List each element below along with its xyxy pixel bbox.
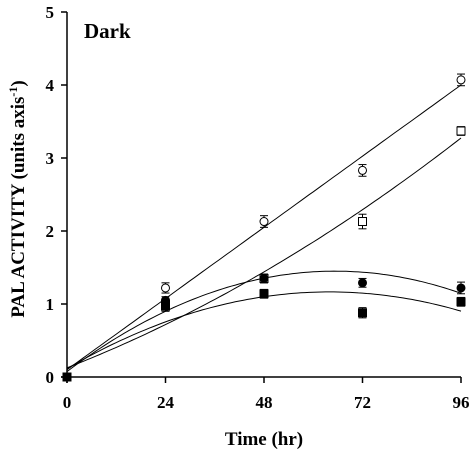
y-axis-title: PAL ACTIVITY (units axis-1) — [6, 80, 29, 318]
data-point-open-square — [456, 126, 466, 136]
y-tick-label: 2 — [46, 222, 55, 241]
x-tick-label: 96 — [453, 393, 470, 412]
data-point-open-circle — [456, 75, 466, 85]
y-tick-label: 5 — [46, 3, 55, 22]
data-point-filled-circle — [259, 273, 269, 283]
data-point-filled-circle — [358, 278, 367, 288]
x-axis-title: Time (hr) — [225, 429, 303, 450]
y-tick-label: 3 — [46, 149, 55, 168]
axes — [61, 11, 462, 383]
tick-labels: 0 1 2 3 4 5 0 24 48 72 96 — [46, 3, 470, 412]
x-tick-label: 0 — [63, 393, 72, 412]
x-tick-label: 72 — [354, 393, 371, 412]
y-axis-title-close: ) — [8, 80, 29, 86]
fit-line-filled-circle — [66, 270, 462, 372]
y-axis-title-main: PAL ACTIVITY (units axis — [8, 97, 29, 318]
data-point-open-circle — [358, 165, 367, 175]
data-point-filled-square — [456, 297, 466, 307]
data-point-open-circle — [161, 283, 170, 293]
y-tick-label: 1 — [46, 295, 55, 314]
fit-line-filled-square — [66, 291, 462, 370]
data-point-filled-square — [161, 301, 170, 311]
data-point-filled-square — [62, 372, 72, 382]
fit-line-open-square — [66, 137, 462, 369]
y-axis-title-superscript: -1 — [6, 87, 20, 97]
data-point-open-circle — [259, 217, 269, 227]
data-point-open-square — [358, 217, 367, 227]
x-tick-label: 48 — [256, 393, 273, 412]
data-point-filled-square — [259, 289, 269, 299]
y-tick-label: 0 — [46, 368, 55, 387]
x-tick-label: 24 — [157, 393, 175, 412]
panel-label: Dark — [84, 19, 131, 43]
y-tick-label: 4 — [46, 76, 55, 95]
fit-lines — [66, 84, 462, 372]
data-points — [62, 75, 466, 382]
data-point-filled-circle — [456, 283, 466, 293]
data-point-filled-square — [358, 308, 367, 318]
